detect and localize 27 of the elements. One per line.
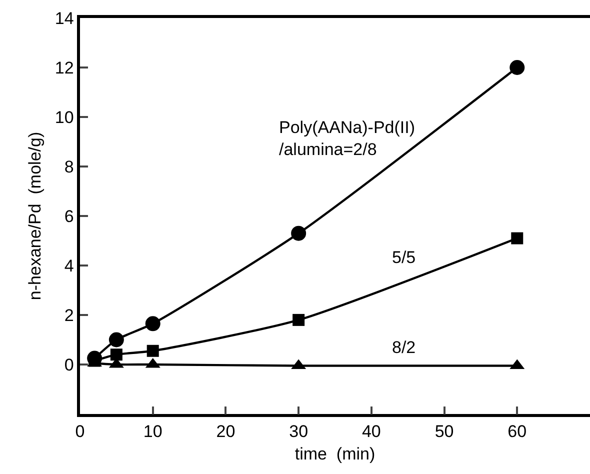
x-tick-label: 60	[508, 422, 527, 442]
y-tick-label: 12	[54, 58, 74, 78]
point	[108, 332, 124, 348]
y-tick-label: 0	[64, 355, 74, 374]
y-tick-label: 14	[54, 8, 74, 28]
point	[510, 60, 525, 75]
point	[110, 348, 122, 361]
x-tick-label: 10	[143, 422, 162, 442]
y-tick-label: 2	[64, 306, 74, 325]
series-label: Poly(AANa)-Pd(II) /alumina=2/8	[279, 118, 416, 160]
y-axis-title: n-hexane/Pd (mole/g)	[25, 132, 44, 300]
x-tick-label: 30	[289, 422, 308, 442]
y-tick-label: 6	[64, 206, 74, 226]
series-label: 8/2	[392, 338, 416, 357]
x-axis-title: time (min)	[294, 444, 376, 464]
x-tick-label: 40	[362, 422, 381, 442]
y-tick-label: 10	[54, 108, 74, 127]
x-tick-label: 50	[434, 422, 454, 442]
y-tick-label: 4	[64, 256, 74, 276]
point	[146, 344, 159, 357]
y-tick-label: 8	[64, 157, 74, 176]
series-label: 5/5	[392, 248, 416, 267]
x-tick-label: 20	[216, 422, 236, 442]
point	[291, 226, 306, 241]
point	[511, 232, 524, 244]
point	[145, 316, 160, 332]
point	[292, 314, 305, 326]
